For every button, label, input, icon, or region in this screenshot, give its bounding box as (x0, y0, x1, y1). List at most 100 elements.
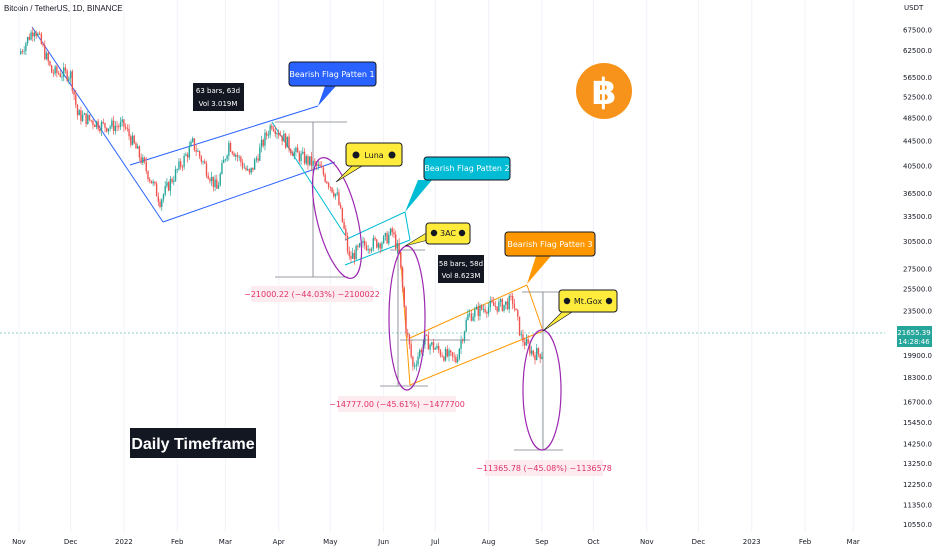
candle-body (236, 154, 239, 157)
candle-body (183, 155, 185, 167)
candle-body (305, 156, 307, 164)
candle-body (436, 345, 438, 349)
candle-body (506, 301, 509, 310)
flag1-callout[interactable]: Bearish Flag Patten 1 (288, 61, 377, 106)
candle-body (75, 94, 77, 105)
candle-body (195, 149, 197, 152)
time-tick-label: Jun (377, 538, 389, 546)
candle-body (49, 61, 51, 66)
candle-body (219, 173, 221, 186)
candle-body (334, 193, 337, 197)
candle-body (530, 350, 533, 354)
flag2-callout[interactable]: Bearish Flag Patten 2 (405, 156, 511, 212)
candle-body (119, 122, 122, 128)
candle-body (185, 154, 187, 156)
candle-body (520, 334, 522, 336)
candle-body (243, 167, 246, 169)
candle-body (224, 159, 227, 161)
candle-body (166, 182, 168, 187)
candle-body (255, 158, 258, 160)
candle-body (388, 234, 390, 244)
candle-body (59, 73, 61, 77)
candle-body (351, 252, 354, 259)
time-axis[interactable]: Nov Dec 2022 Feb Mar Apr May Jun Jul Aug Sep Oct Nov… (12, 538, 860, 546)
bomb-icon (388, 151, 396, 159)
price-tick-label: 62500.00 (903, 47, 932, 55)
bars-info-1: 63 bars, 63d Vol 3.019M (193, 83, 244, 111)
candle-body (343, 222, 345, 229)
candle-body (367, 249, 369, 251)
last-price-value: 21655.39 (897, 329, 930, 337)
price-axis[interactable]: USDT 67500.00 62500.00 56500.00 52500.00 485… (903, 4, 932, 529)
flag1-label: Bearish Flag Patten 1 (289, 70, 374, 79)
bars-info-2: 58 bars, 58d Vol 8.623M (438, 255, 484, 283)
price-tick-label: 33500.00 (903, 213, 932, 221)
price-tick-label: 13250.00 (903, 460, 932, 468)
candle-body (99, 128, 101, 132)
candle-body (269, 125, 271, 135)
candle-body (176, 169, 178, 170)
candle-body (104, 123, 106, 128)
candle-body (362, 240, 364, 244)
candle-body (456, 358, 459, 363)
time-tick-label: 2022 (115, 538, 133, 546)
candle-body (121, 119, 123, 123)
candle-body (286, 136, 289, 148)
candle-body (231, 151, 233, 154)
luna-label: Luna (364, 151, 383, 160)
candle-body (229, 143, 232, 152)
candle-body (235, 154, 237, 157)
candle-body (298, 152, 301, 161)
candle-body (386, 233, 388, 244)
candle-body (143, 157, 146, 163)
candle-body (327, 183, 330, 187)
candle-body (537, 348, 540, 354)
candle-body (463, 331, 466, 341)
bomb-icon (458, 229, 466, 237)
candle-body (253, 159, 256, 170)
axis-unit: USDT (904, 4, 924, 12)
candle-body (539, 353, 541, 359)
candle-body (431, 342, 433, 345)
candle-body (534, 355, 536, 361)
candle-body (25, 43, 27, 51)
candle-body (147, 171, 149, 180)
price-tick-label: 16700.00 (903, 398, 932, 406)
time-tick-label: Nov (640, 538, 654, 546)
candle-body (252, 167, 254, 170)
luna-callout[interactable]: Luna (335, 142, 403, 183)
candle-body (427, 335, 430, 350)
candle-body (396, 243, 399, 249)
symbol-title: Bitcoin / TetherUS, 1D, BINANCE (4, 4, 123, 13)
candle-body (493, 302, 495, 306)
candle-body (88, 114, 91, 121)
bars1-vol: Vol 3.019M (199, 100, 238, 108)
candle-body (536, 348, 538, 361)
candle-body (106, 127, 108, 132)
candle-body (167, 182, 170, 191)
candle-body (432, 342, 435, 350)
candle-body (63, 67, 65, 77)
flag3-callout[interactable]: Bearish Flag Patten 3 (504, 231, 596, 284)
time-tick-label: Aug (482, 538, 496, 546)
candle-body (283, 133, 285, 142)
candle-body (240, 156, 242, 163)
candle-body (28, 37, 31, 40)
candle-body (303, 151, 306, 164)
candles (20, 27, 543, 371)
candle-body (296, 147, 299, 153)
candle-body (491, 300, 493, 303)
candle-body (518, 316, 521, 336)
candle-body (150, 180, 153, 184)
candle-body (398, 243, 400, 253)
candle-body (278, 133, 280, 136)
candle-body (475, 306, 478, 310)
candle-body (259, 147, 261, 161)
candle-body (54, 66, 56, 74)
flag3-label: Bearish Flag Patten 3 (507, 240, 592, 249)
svg-text:−14777.00 (−45.61%) −1477700: −14777.00 (−45.61%) −1477700 (329, 400, 465, 409)
mtgox-callout[interactable]: Mt.Gox (542, 289, 618, 332)
3ac-callout[interactable]: 3AC (404, 222, 471, 247)
candle-body (23, 50, 25, 52)
